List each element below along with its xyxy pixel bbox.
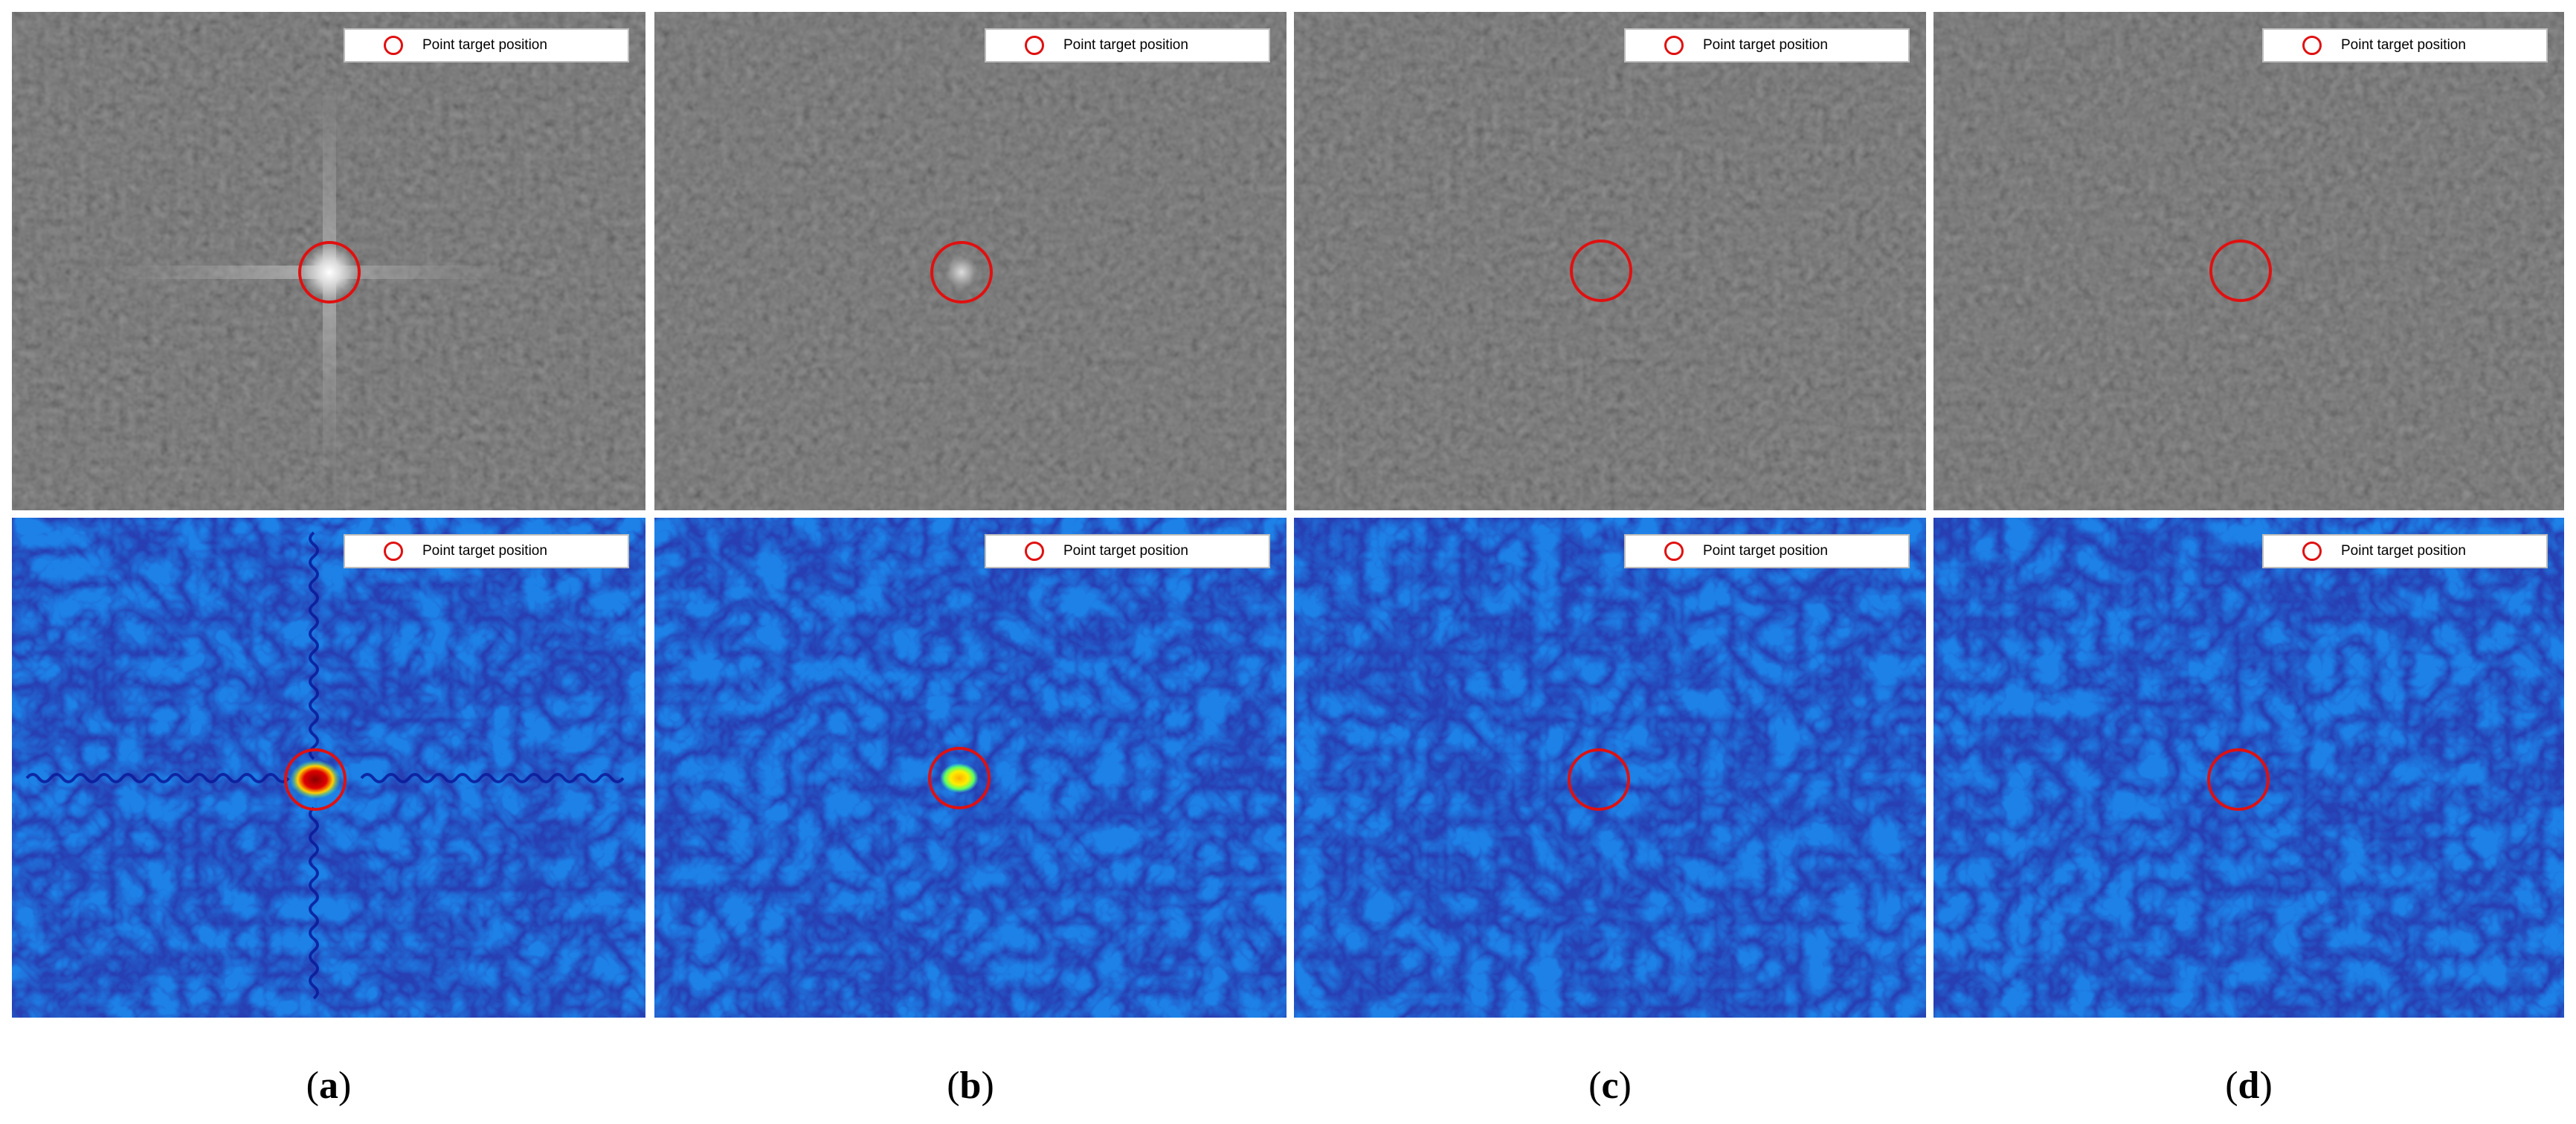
legend-label: Point target position [422, 37, 547, 53]
legend-label: Point target position [1063, 37, 1188, 53]
target-circle [298, 241, 361, 304]
target-circle [284, 748, 347, 811]
panel-jet-a: Point target position [12, 518, 645, 1018]
jet-image-b [654, 518, 1287, 1018]
caption-b: (b) [947, 1064, 994, 1107]
target-circle [928, 747, 991, 809]
legend-label: Point target position [2341, 37, 2466, 53]
legend-box: Point target position [344, 534, 629, 568]
red-circle-marker-icon [384, 542, 403, 561]
panel-grayscale-c: Point target position [1294, 12, 1926, 510]
grayscale-image-d [1933, 12, 2564, 510]
red-circle-marker-icon [1025, 36, 1044, 55]
red-circle-marker-icon [1664, 36, 1684, 55]
legend-box: Point target position [2262, 534, 2548, 568]
red-circle-marker-icon [1664, 542, 1684, 561]
grayscale-image-c [1294, 12, 1926, 510]
panel-grayscale-d: Point target position [1933, 12, 2564, 510]
red-circle-marker-icon [2302, 542, 2322, 561]
legend-label: Point target position [422, 543, 547, 559]
legend-label: Point target position [1703, 543, 1828, 559]
red-circle-marker-icon [384, 36, 403, 55]
caption-a: (a) [306, 1064, 352, 1107]
target-peak [940, 763, 979, 793]
legend-box: Point target position [2262, 28, 2548, 62]
grayscale-image-a [12, 12, 645, 510]
legend-box: Point target position [985, 534, 1270, 568]
target-circle [1570, 240, 1632, 302]
target-circle [2209, 240, 2272, 302]
sidelobe-ripples [25, 531, 625, 1000]
red-circle-marker-icon [2302, 36, 2322, 55]
target-circle [1568, 748, 1630, 811]
jet-image-d [1933, 518, 2564, 1018]
legend-box: Point target position [344, 28, 629, 62]
target-peak [945, 256, 978, 289]
panel-jet-b: Point target position [654, 518, 1287, 1018]
caption-d: (d) [2225, 1064, 2273, 1107]
legend-box: Point target position [1624, 534, 1910, 568]
target-circle [930, 241, 993, 304]
panel-jet-c: Point target position [1294, 518, 1926, 1018]
target-peak [303, 245, 356, 299]
target-circle [2207, 748, 2270, 811]
legend-box: Point target position [1624, 28, 1910, 62]
panel-grayscale-b: Point target position [654, 12, 1287, 510]
panel-grayscale-a: Point target position [12, 12, 645, 510]
grayscale-image-b [654, 12, 1287, 510]
red-circle-marker-icon [1025, 542, 1044, 561]
legend-label: Point target position [1063, 543, 1188, 559]
caption-c: (c) [1588, 1064, 1632, 1107]
target-peak [290, 760, 341, 799]
panel-jet-d: Point target position [1933, 518, 2564, 1018]
legend-box: Point target position [985, 28, 1270, 62]
legend-label: Point target position [1703, 37, 1828, 53]
jet-image-a [12, 518, 645, 1018]
legend-label: Point target position [2341, 543, 2466, 559]
jet-image-c [1294, 518, 1926, 1018]
